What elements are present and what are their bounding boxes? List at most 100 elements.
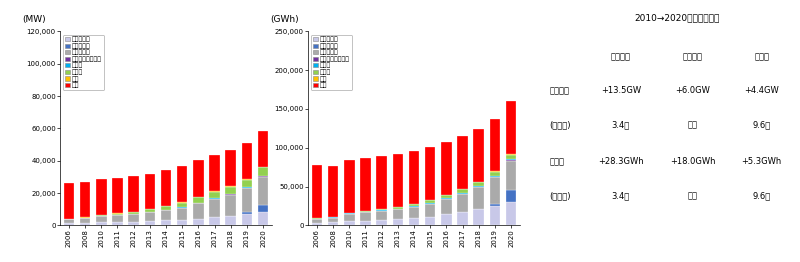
- Text: 発電量: 発電量: [549, 157, 564, 166]
- Bar: [193, 203, 204, 219]
- Bar: [312, 219, 322, 223]
- Bar: [344, 160, 354, 212]
- Bar: [506, 159, 516, 160]
- Bar: [210, 198, 220, 199]
- Bar: [145, 210, 155, 212]
- Bar: [409, 206, 419, 207]
- Bar: [328, 217, 338, 222]
- Bar: [226, 216, 236, 225]
- Bar: [506, 160, 516, 161]
- Bar: [242, 188, 252, 212]
- Bar: [161, 210, 171, 220]
- Text: 9.6倍: 9.6倍: [753, 191, 770, 200]
- Text: 3.4倍: 3.4倍: [612, 121, 630, 129]
- Bar: [425, 203, 435, 204]
- Bar: [360, 211, 370, 212]
- Bar: [64, 219, 74, 223]
- Bar: [376, 209, 387, 210]
- Text: 設備容量: 設備容量: [549, 86, 569, 95]
- Bar: [490, 119, 500, 171]
- Bar: [474, 209, 484, 225]
- Text: 3.4倍: 3.4倍: [612, 191, 630, 200]
- Bar: [210, 191, 220, 192]
- Bar: [177, 166, 187, 202]
- Bar: [258, 131, 268, 167]
- Bar: [441, 215, 452, 225]
- Bar: [409, 218, 419, 225]
- Bar: [112, 222, 122, 225]
- Text: 一倍: 一倍: [687, 191, 698, 200]
- Bar: [458, 212, 468, 225]
- Bar: [145, 221, 155, 225]
- Bar: [226, 187, 236, 194]
- Bar: [360, 221, 370, 225]
- Bar: [177, 208, 187, 220]
- Bar: [258, 167, 268, 176]
- Text: 洋上風力: 洋上風力: [682, 52, 702, 61]
- Bar: [312, 223, 322, 225]
- Bar: [242, 214, 252, 225]
- Bar: [210, 192, 220, 198]
- Bar: [96, 179, 106, 215]
- Bar: [64, 223, 74, 225]
- Bar: [161, 220, 171, 225]
- Bar: [393, 207, 403, 209]
- Text: (GWh): (GWh): [270, 15, 298, 24]
- Bar: [506, 101, 516, 154]
- Bar: [490, 206, 500, 225]
- Bar: [112, 214, 122, 215]
- Bar: [80, 217, 90, 218]
- Bar: [441, 195, 452, 198]
- Text: +28.3GWh: +28.3GWh: [598, 157, 644, 166]
- Bar: [242, 143, 252, 179]
- Bar: [458, 193, 468, 194]
- Bar: [409, 204, 419, 206]
- Bar: [506, 190, 516, 202]
- Bar: [258, 176, 268, 177]
- Bar: [425, 200, 435, 203]
- Bar: [96, 222, 106, 225]
- Bar: [506, 154, 516, 155]
- Bar: [145, 212, 155, 221]
- Text: +5.3GWh: +5.3GWh: [742, 157, 782, 166]
- Bar: [242, 212, 252, 214]
- Bar: [458, 194, 468, 212]
- Bar: [409, 151, 419, 204]
- Text: 太陽光: 太陽光: [754, 52, 769, 61]
- Bar: [128, 214, 139, 222]
- Bar: [112, 178, 122, 213]
- Bar: [210, 199, 220, 217]
- Bar: [360, 212, 370, 221]
- Bar: [441, 142, 452, 195]
- Bar: [360, 158, 370, 211]
- Bar: [177, 207, 187, 208]
- Bar: [474, 129, 484, 182]
- Bar: [458, 136, 468, 189]
- Bar: [344, 212, 354, 213]
- Bar: [409, 207, 419, 218]
- Bar: [112, 215, 122, 222]
- Bar: [193, 219, 204, 225]
- Bar: [490, 204, 500, 206]
- Text: 一倍: 一倍: [687, 121, 698, 129]
- Bar: [145, 174, 155, 209]
- Bar: [376, 211, 387, 220]
- Bar: [242, 187, 252, 188]
- Bar: [393, 209, 403, 219]
- Bar: [226, 150, 236, 186]
- Bar: [145, 209, 155, 210]
- Text: 2010→2020年までの増分: 2010→2020年までの増分: [634, 13, 720, 22]
- Text: (現状比): (現状比): [549, 121, 570, 129]
- Bar: [312, 165, 322, 218]
- Bar: [210, 217, 220, 225]
- Bar: [344, 221, 354, 225]
- Text: 陸上風力: 陸上風力: [611, 52, 630, 61]
- Bar: [210, 155, 220, 191]
- Bar: [226, 195, 236, 216]
- Bar: [506, 161, 516, 190]
- Bar: [80, 182, 90, 217]
- Bar: [258, 177, 268, 205]
- Bar: [490, 177, 500, 204]
- Bar: [161, 170, 171, 206]
- Bar: [425, 217, 435, 225]
